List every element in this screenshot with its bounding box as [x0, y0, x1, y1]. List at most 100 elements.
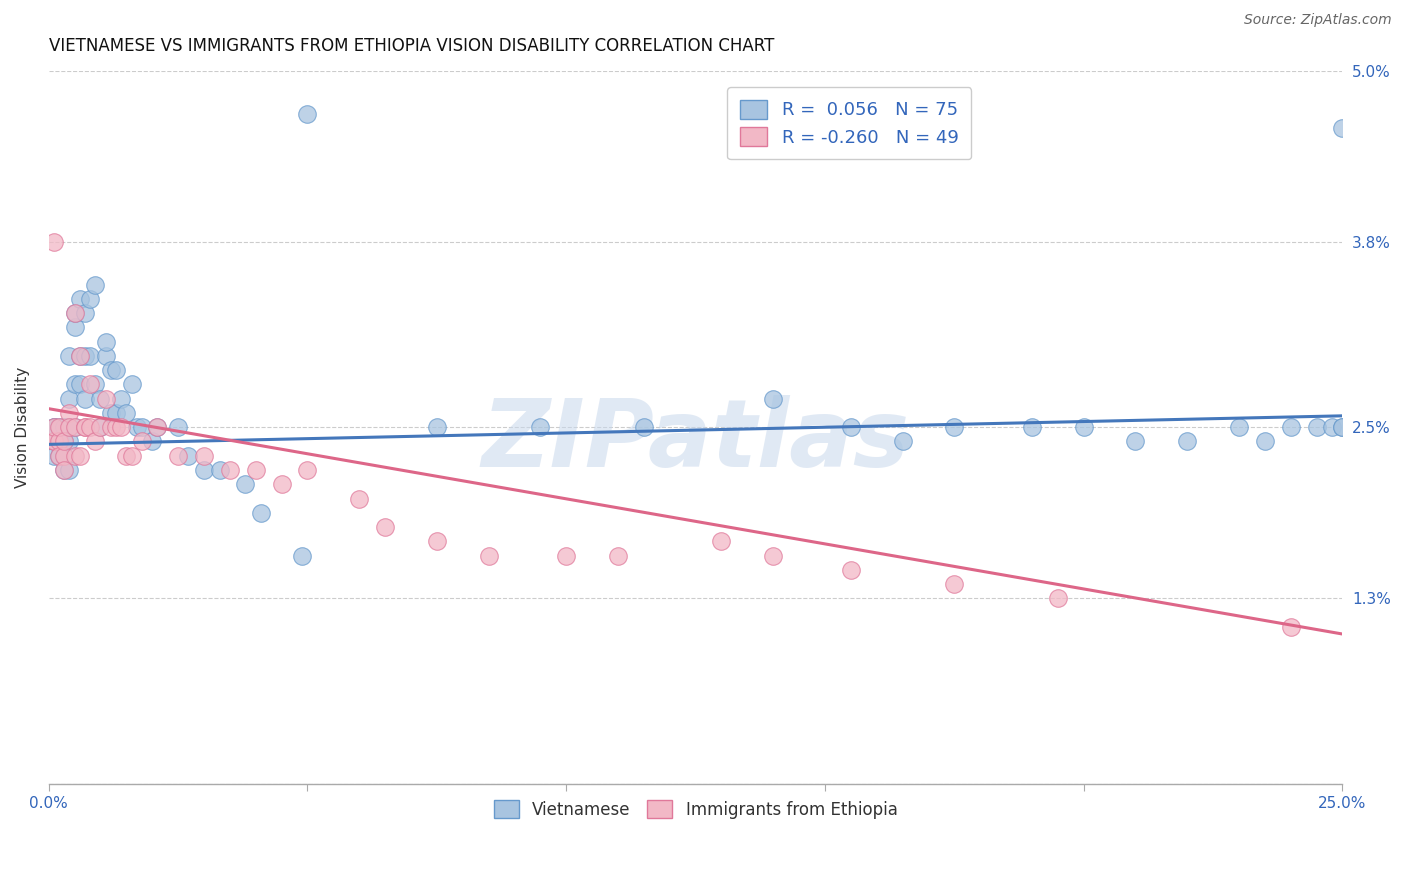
- Legend: Vietnamese, Immigrants from Ethiopia: Vietnamese, Immigrants from Ethiopia: [486, 794, 904, 825]
- Text: VIETNAMESE VS IMMIGRANTS FROM ETHIOPIA VISION DISABILITY CORRELATION CHART: VIETNAMESE VS IMMIGRANTS FROM ETHIOPIA V…: [49, 37, 775, 55]
- Point: [1073, 420, 1095, 434]
- Y-axis label: Vision Disability: Vision Disability: [15, 367, 30, 488]
- Point: [177, 449, 200, 463]
- Point: [218, 463, 240, 477]
- Point: [58, 434, 80, 449]
- Point: [1331, 420, 1354, 434]
- Point: [53, 434, 76, 449]
- Point: [607, 549, 630, 563]
- Point: [69, 449, 91, 463]
- Point: [89, 420, 111, 434]
- Point: [1331, 120, 1354, 135]
- Point: [115, 449, 138, 463]
- Point: [58, 420, 80, 434]
- Point: [374, 520, 396, 534]
- Point: [839, 563, 862, 577]
- Text: ZIPatlas: ZIPatlas: [481, 395, 910, 488]
- Point: [1125, 434, 1147, 449]
- Point: [555, 549, 578, 563]
- Point: [146, 420, 169, 434]
- Point: [105, 363, 128, 377]
- Point: [94, 392, 117, 406]
- Point: [63, 420, 86, 434]
- Point: [42, 449, 65, 463]
- Point: [89, 392, 111, 406]
- Point: [48, 434, 70, 449]
- Point: [69, 349, 91, 363]
- Point: [48, 434, 70, 449]
- Point: [48, 420, 70, 434]
- Point: [53, 463, 76, 477]
- Point: [291, 549, 314, 563]
- Point: [58, 392, 80, 406]
- Point: [42, 434, 65, 449]
- Point: [84, 377, 107, 392]
- Point: [710, 534, 733, 549]
- Point: [58, 349, 80, 363]
- Point: [347, 491, 370, 506]
- Point: [63, 320, 86, 334]
- Point: [53, 434, 76, 449]
- Point: [1254, 434, 1277, 449]
- Point: [891, 434, 914, 449]
- Point: [633, 420, 655, 434]
- Point: [121, 449, 143, 463]
- Point: [79, 377, 101, 392]
- Point: [193, 463, 215, 477]
- Point: [297, 106, 319, 120]
- Point: [245, 463, 267, 477]
- Point: [105, 420, 128, 434]
- Point: [42, 434, 65, 449]
- Point: [94, 334, 117, 349]
- Point: [73, 420, 96, 434]
- Point: [250, 506, 273, 520]
- Point: [53, 449, 76, 463]
- Point: [943, 420, 966, 434]
- Point: [53, 420, 76, 434]
- Point: [270, 477, 292, 491]
- Point: [1279, 620, 1302, 634]
- Point: [125, 420, 148, 434]
- Point: [53, 434, 76, 449]
- Point: [1021, 420, 1043, 434]
- Point: [297, 463, 319, 477]
- Point: [146, 420, 169, 434]
- Point: [42, 420, 65, 434]
- Point: [121, 377, 143, 392]
- Point: [1331, 420, 1354, 434]
- Point: [58, 463, 80, 477]
- Point: [478, 549, 501, 563]
- Point: [1175, 434, 1198, 449]
- Point: [69, 349, 91, 363]
- Point: [426, 420, 449, 434]
- Point: [167, 420, 190, 434]
- Point: [100, 406, 122, 420]
- Point: [73, 392, 96, 406]
- Point: [42, 235, 65, 249]
- Point: [42, 420, 65, 434]
- Point: [110, 392, 132, 406]
- Point: [141, 434, 163, 449]
- Point: [79, 349, 101, 363]
- Point: [1227, 420, 1250, 434]
- Point: [73, 306, 96, 320]
- Point: [100, 363, 122, 377]
- Point: [58, 420, 80, 434]
- Point: [48, 449, 70, 463]
- Point: [84, 277, 107, 292]
- Point: [48, 420, 70, 434]
- Point: [63, 420, 86, 434]
- Point: [69, 377, 91, 392]
- Point: [42, 434, 65, 449]
- Point: [100, 420, 122, 434]
- Point: [839, 420, 862, 434]
- Point: [73, 420, 96, 434]
- Point: [79, 420, 101, 434]
- Point: [235, 477, 257, 491]
- Point: [1305, 420, 1327, 434]
- Point: [167, 449, 190, 463]
- Point: [58, 406, 80, 420]
- Point: [105, 406, 128, 420]
- Point: [193, 449, 215, 463]
- Point: [48, 449, 70, 463]
